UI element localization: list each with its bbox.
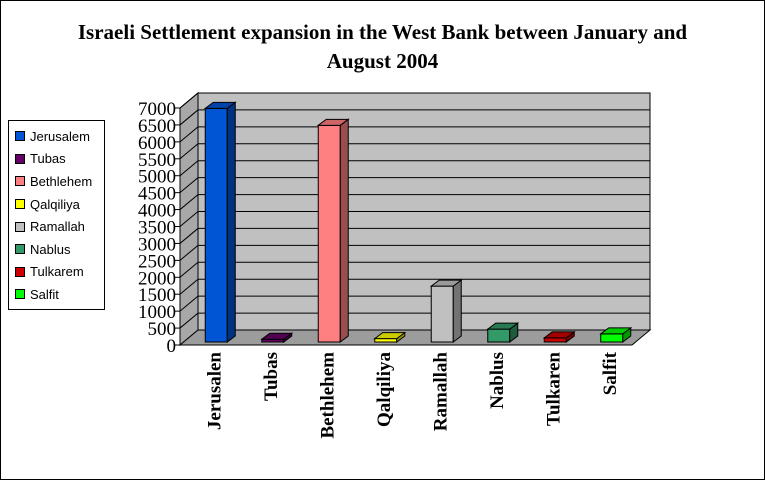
legend-label: Jerusalem [30,128,90,144]
bar-tubas [260,332,294,343]
legend-item: Salfit [9,283,104,306]
legend-swatch [15,176,25,187]
legend-label: Tulkarem [30,264,84,280]
bar-face [452,279,462,343]
legend-swatch [15,131,25,142]
chart-title: Israeli Settlement expansion in the West… [77,20,688,73]
x-tick-label: Salfit [600,351,621,395]
gridline [179,92,650,109]
y-tick-label: 3000 [138,234,176,255]
bar-salfit [599,326,633,343]
bar-jerusalem [203,101,237,343]
gridline [179,227,650,244]
y-tick-label: 6000 [138,133,176,154]
legend-swatch [15,289,25,300]
bar-face [486,322,520,330]
legend-label: Tubas [30,151,66,167]
legend-item: Bethlehem [9,170,104,193]
x-tick-label: Jerusalen [204,352,225,431]
bar-face [429,279,463,287]
gridline [179,244,650,261]
x-tick-label: Qalqiliya [374,352,395,427]
bar-ramallah [429,279,463,343]
gridline [179,143,650,160]
legend-item: Tulkarem [9,261,104,284]
legend-swatch [15,266,25,277]
bar-bethlehem [316,118,350,343]
legend-swatch [15,153,25,164]
bar-face [599,327,633,335]
gridline [179,211,650,227]
gridline [179,261,650,278]
bar-face [204,107,228,343]
chart-floor [178,329,652,346]
legend-item: Jerusalem [9,125,104,148]
bar-tulkarem [542,330,576,343]
gridline [179,177,650,194]
legend-label: Qalqiliya [30,196,80,212]
bar-face [316,118,350,126]
legend-label: Ramallah [30,219,85,235]
legend-swatch [15,244,25,255]
bar-face [203,101,237,109]
y-tick-label: 2000 [138,268,176,289]
x-tick-label: Bethlehem [317,352,338,439]
legend-item: Qalqiliya [9,193,104,216]
y-tick-label: 7000 [138,99,176,120]
y-tick-label: 500 [148,319,177,340]
gridline [179,295,650,312]
y-tick-label: 4500 [138,184,176,205]
x-tick-label: Tubas [261,352,282,401]
y-tick-label: 0 [167,336,177,357]
legend-label: Bethlehem [30,173,93,189]
y-tick-label: 6500 [138,116,176,137]
gridline [179,278,650,295]
gridline [179,126,650,143]
bar-face [374,338,398,343]
legend: Jerusalem Tubas Bethlehem Qalqiliya Ramallah… [8,120,105,310]
y-tick-label: 5500 [138,150,176,171]
bar-face [260,332,294,340]
y-tick-label: 1000 [138,302,176,323]
y-tick-label: 5000 [138,167,176,188]
legend-swatch [15,221,25,232]
bar-face [430,285,454,343]
gridline [179,312,650,329]
bar-nablus [486,322,520,343]
gridline [179,194,650,210]
legend-label: Nablus [30,241,71,257]
bar-face [339,118,349,343]
x-tick-label: Nablus [487,352,508,409]
legend-item: Ramallah [9,215,104,238]
gridline [179,160,650,177]
bar-face [373,332,407,340]
bar-face [317,124,341,343]
y-tick-label: 3500 [138,218,176,239]
bar-face [542,331,576,339]
x-tick-label: Ramallah [430,352,451,432]
x-tick-label: Tulkaren [543,352,564,426]
legend-item: Nablus [9,238,104,261]
gridline [179,109,650,126]
legend-label: Salfit [30,286,59,302]
legend-item: Tubas [9,148,104,171]
y-tick-label: 2500 [138,251,176,272]
bar-face [487,328,511,343]
bar-face [600,333,624,343]
y-tick-label: 4000 [138,201,176,222]
bar-face [226,101,236,343]
y-tick-label: 1500 [138,285,176,306]
bar-qalqiliya [373,331,407,343]
bar-face [543,337,567,343]
legend-swatch [15,199,25,210]
